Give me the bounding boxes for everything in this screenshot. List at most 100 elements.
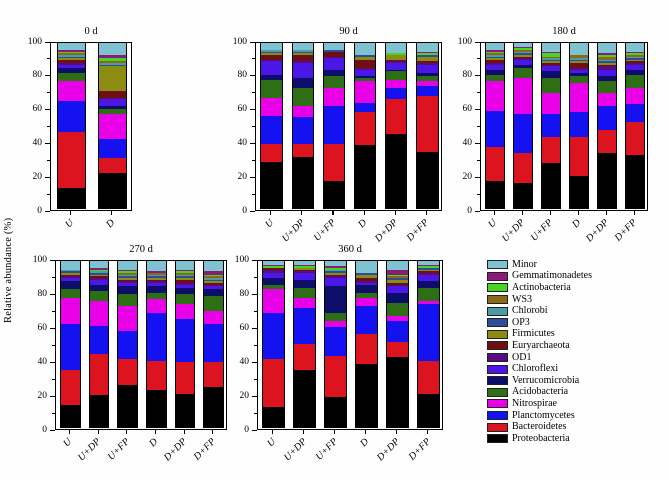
segment-Verrucomicrobia bbox=[417, 72, 438, 77]
segment-Proteobacteria bbox=[356, 363, 377, 427]
y-minor-tick bbox=[477, 193, 480, 195]
segment-Chloroflexi bbox=[147, 282, 166, 287]
segment-Proteobacteria bbox=[541, 163, 561, 208]
legend-item-Planctomycetes: Planctomycetes bbox=[487, 410, 592, 422]
segment-Euryarchaeota bbox=[323, 51, 345, 57]
panel-0d: 0 d 0 20 40 60 80 100 U D bbox=[28, 26, 132, 230]
segment-Acidobacteria bbox=[485, 74, 505, 82]
y-tick-label: 100 bbox=[32, 254, 47, 265]
x-tick bbox=[521, 211, 523, 215]
segment-Actinobacteria bbox=[541, 53, 561, 57]
legend-swatch-Verrucomicrobia bbox=[487, 376, 508, 386]
segment-Acidobacteria bbox=[569, 76, 589, 83]
segment-Planctomycetes bbox=[61, 324, 80, 371]
segment-Proteobacteria bbox=[597, 153, 617, 208]
y-tick-label: 0 bbox=[467, 205, 472, 216]
y-minor-tick bbox=[477, 58, 480, 60]
y-tick-label: 40 bbox=[32, 137, 43, 148]
panel-title: 90 d bbox=[339, 26, 358, 37]
segment-OP3 bbox=[175, 276, 195, 278]
segment-OD1 bbox=[387, 284, 408, 287]
segment-Acidobacteria bbox=[61, 289, 80, 298]
segment-Verrucomicrobia bbox=[387, 292, 408, 303]
segment-Firmicutes bbox=[354, 56, 376, 60]
legend-swatch-Chlorobi bbox=[487, 306, 508, 316]
segment-Actinobacteria bbox=[89, 269, 109, 272]
segment-Firmicutes bbox=[292, 53, 313, 55]
y-tick-label: 20 bbox=[239, 390, 250, 401]
segment-Minor bbox=[417, 43, 438, 52]
segment-Chloroflexi bbox=[625, 64, 645, 70]
x-tick bbox=[272, 430, 274, 434]
segment-Chloroflexi bbox=[118, 282, 137, 287]
y-minor-tick bbox=[52, 310, 55, 312]
segment-Planctomycetes bbox=[597, 105, 617, 131]
segment-Firmicutes bbox=[418, 269, 439, 272]
y-tick bbox=[250, 142, 255, 145]
y-tick-label: 40 bbox=[237, 137, 248, 148]
segment-Acidobacteria bbox=[261, 79, 282, 98]
bar-U bbox=[56, 42, 87, 209]
segment-Chlorobi bbox=[147, 274, 166, 277]
y-tick bbox=[50, 293, 55, 295]
segment-Firmicutes bbox=[386, 54, 407, 60]
bar-U+FP bbox=[324, 260, 347, 428]
segment-Firmicutes bbox=[98, 66, 127, 92]
segment-OD1 bbox=[386, 61, 407, 64]
legend-item-Minor: Minor bbox=[487, 259, 592, 271]
segment-Firmicutes bbox=[541, 61, 561, 64]
segment-Bacteroidetes bbox=[625, 122, 645, 156]
segment-Chlorobi bbox=[61, 269, 80, 272]
legend-item-Chloroflexi: Chloroflexi bbox=[487, 363, 592, 375]
y-tick-label: 100 bbox=[232, 36, 247, 47]
segment-Minor bbox=[61, 261, 80, 270]
bar-D+DP bbox=[386, 260, 409, 428]
segment-Minor bbox=[356, 261, 377, 273]
segment-Firmicutes bbox=[294, 268, 315, 270]
segment-Firmicutes bbox=[387, 279, 408, 283]
segment-Verrucomicrobia bbox=[118, 286, 137, 295]
legend-label: Bacteroidetes bbox=[512, 421, 567, 433]
y-minor-tick bbox=[252, 58, 255, 60]
segment-Nitrospirae bbox=[625, 87, 645, 105]
segment-Acidobacteria bbox=[263, 284, 284, 290]
x-tick bbox=[68, 430, 71, 434]
segment-Chlorobi bbox=[325, 269, 346, 272]
segment-Gemmatimonadetes bbox=[118, 269, 137, 272]
segment-OD1 bbox=[175, 282, 195, 285]
segment-Acidobacteria bbox=[387, 302, 408, 316]
legend-swatch-Planctomycetes bbox=[487, 411, 508, 421]
segment-OD1 bbox=[325, 276, 346, 278]
segment-Chlorobi bbox=[485, 54, 505, 57]
segment-Minor bbox=[98, 43, 127, 55]
bar-D+FP bbox=[417, 260, 440, 428]
segment-Nitrospirae bbox=[356, 297, 377, 306]
segment-OP3 bbox=[541, 59, 561, 62]
y-tick-label: 100 bbox=[234, 254, 249, 265]
y-tick bbox=[250, 210, 255, 212]
segment-Actinobacteria bbox=[118, 271, 137, 274]
segment-Chloroflexi bbox=[541, 66, 561, 72]
segment-Euryarchaeota bbox=[204, 282, 223, 285]
segment-WS3 bbox=[569, 54, 589, 59]
segment-Gemmatimonadetes bbox=[625, 51, 645, 54]
bar-D+FP bbox=[624, 42, 646, 209]
y-minor-tick bbox=[254, 412, 257, 414]
segment-Verrucomicrobia bbox=[597, 76, 617, 82]
x-tick bbox=[154, 430, 157, 434]
segment-Verrucomicrobia bbox=[294, 279, 315, 288]
legend-swatch-Nitrospirae bbox=[487, 399, 508, 409]
segment-Proteobacteria bbox=[204, 387, 223, 427]
segment-Proteobacteria bbox=[386, 133, 407, 208]
y-tick bbox=[475, 75, 480, 77]
segment-Actinobacteria bbox=[625, 53, 645, 55]
segment-Gemmatimonadetes bbox=[147, 271, 166, 274]
y-tick-label: 20 bbox=[462, 171, 473, 182]
legend-item-Euryarchaeota: Euryarchaeota bbox=[487, 340, 592, 352]
segment-Bacteroidetes bbox=[354, 112, 376, 146]
y-minor-tick bbox=[52, 412, 55, 414]
y-tick bbox=[250, 109, 255, 111]
x-tick bbox=[577, 211, 579, 215]
segment-Chlorobi bbox=[513, 51, 533, 54]
segment-Planctomycetes bbox=[417, 86, 438, 96]
